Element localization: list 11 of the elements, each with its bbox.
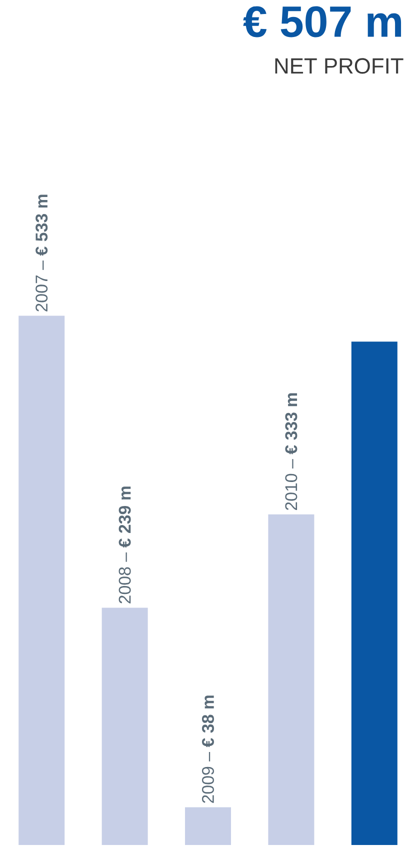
bar bbox=[18, 316, 65, 845]
data-label: 2007 – € 533 m bbox=[36, 194, 48, 312]
chart-title: € 507 m bbox=[243, 6, 402, 38]
bar bbox=[102, 608, 148, 845]
bar bbox=[185, 807, 231, 845]
bar bbox=[268, 514, 314, 845]
data-label: 2010 – € 333 m bbox=[285, 393, 298, 510]
data-label: 2009 – € 38 m bbox=[202, 696, 214, 803]
chart-subtitle: NET PROFIT bbox=[275, 58, 404, 74]
data-label: 2008 – € 239 m bbox=[118, 486, 131, 604]
bar bbox=[351, 342, 398, 845]
